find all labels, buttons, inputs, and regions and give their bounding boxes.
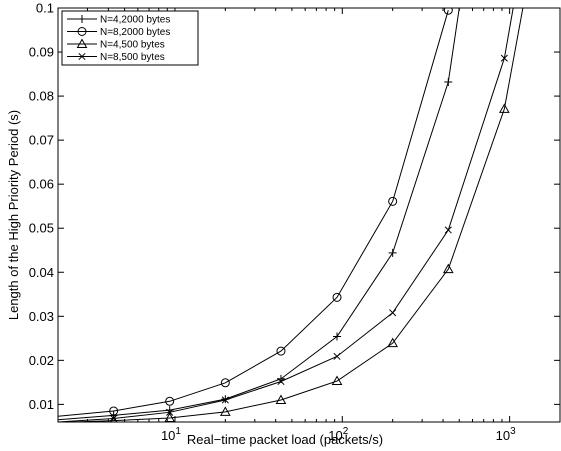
y-tick-label: 0.07 [29,133,54,148]
legend-label: N=4,500 bytes [100,40,165,51]
series-line [58,8,460,421]
data-point [276,346,286,356]
data-point [109,406,119,416]
legend-marker [76,38,88,48]
y-tick-label: 0.01 [29,397,54,412]
data-point [443,8,453,15]
data-point [388,248,397,257]
data-point [442,263,454,274]
data-point [444,77,453,86]
y-tick-label: 0.09 [29,45,54,60]
legend-item: N=4,500 bytes [67,38,165,51]
series-2 [58,8,453,417]
series-line [58,10,449,417]
legend-marker [78,52,86,61]
data-point [331,375,343,386]
legend-label: N=8,500 bytes [100,52,165,63]
x-tick-label: 101 [161,426,181,443]
axes-layer: 101 102 103 0.01 0.02 0.03 0.04 0.05 0.06 0.07 0.0… [29,1,561,443]
data-point [220,378,230,388]
data-point [165,396,175,406]
y-tick-label: 0.06 [29,177,54,192]
plot-frame [57,7,561,423]
legend-item: N=8,2000 bytes [67,27,170,38]
series-1 [58,8,460,421]
data-point [219,406,231,416]
data-point [388,196,398,206]
data-point [332,292,342,302]
data-point [110,414,118,422]
data-point [333,352,341,360]
series-line [58,8,524,422]
data-point [333,332,342,341]
x-axis-title: Real−time packet load (packets/s) [187,432,383,447]
data-point [221,396,229,404]
y-tick-label: 0.04 [29,265,54,280]
data-point [166,408,174,416]
data-point [389,309,397,317]
legend-marker [77,27,87,36]
y-tick-label: 0.08 [29,89,54,104]
plot-layer [58,8,524,422]
y-axis-title: Length of the High Priority Period (s) [6,110,21,320]
y-tick-label: 0.03 [29,309,54,324]
x-tick-label: 103 [496,426,516,443]
legend-item: N=4,2000 bytes [67,15,170,26]
y-tick-label: 0.1 [36,1,54,16]
data-point [277,377,285,386]
data-point [498,103,510,113]
y-tick-label: 0.05 [29,221,54,236]
series-line [58,8,514,422]
legend-item: N=8,500 bytes [67,52,165,63]
x-tick-label: 102 [328,426,348,443]
legend-label: N=4,2000 bytes [100,15,170,26]
legend-marker [78,15,86,23]
y-tick-label: 0.02 [29,353,54,368]
data-point [500,54,508,62]
legend-label: N=8,2000 bytes [100,27,170,38]
series-4 [58,8,514,422]
data-point [387,337,399,348]
data-point [444,226,452,234]
data-point [275,394,287,404]
